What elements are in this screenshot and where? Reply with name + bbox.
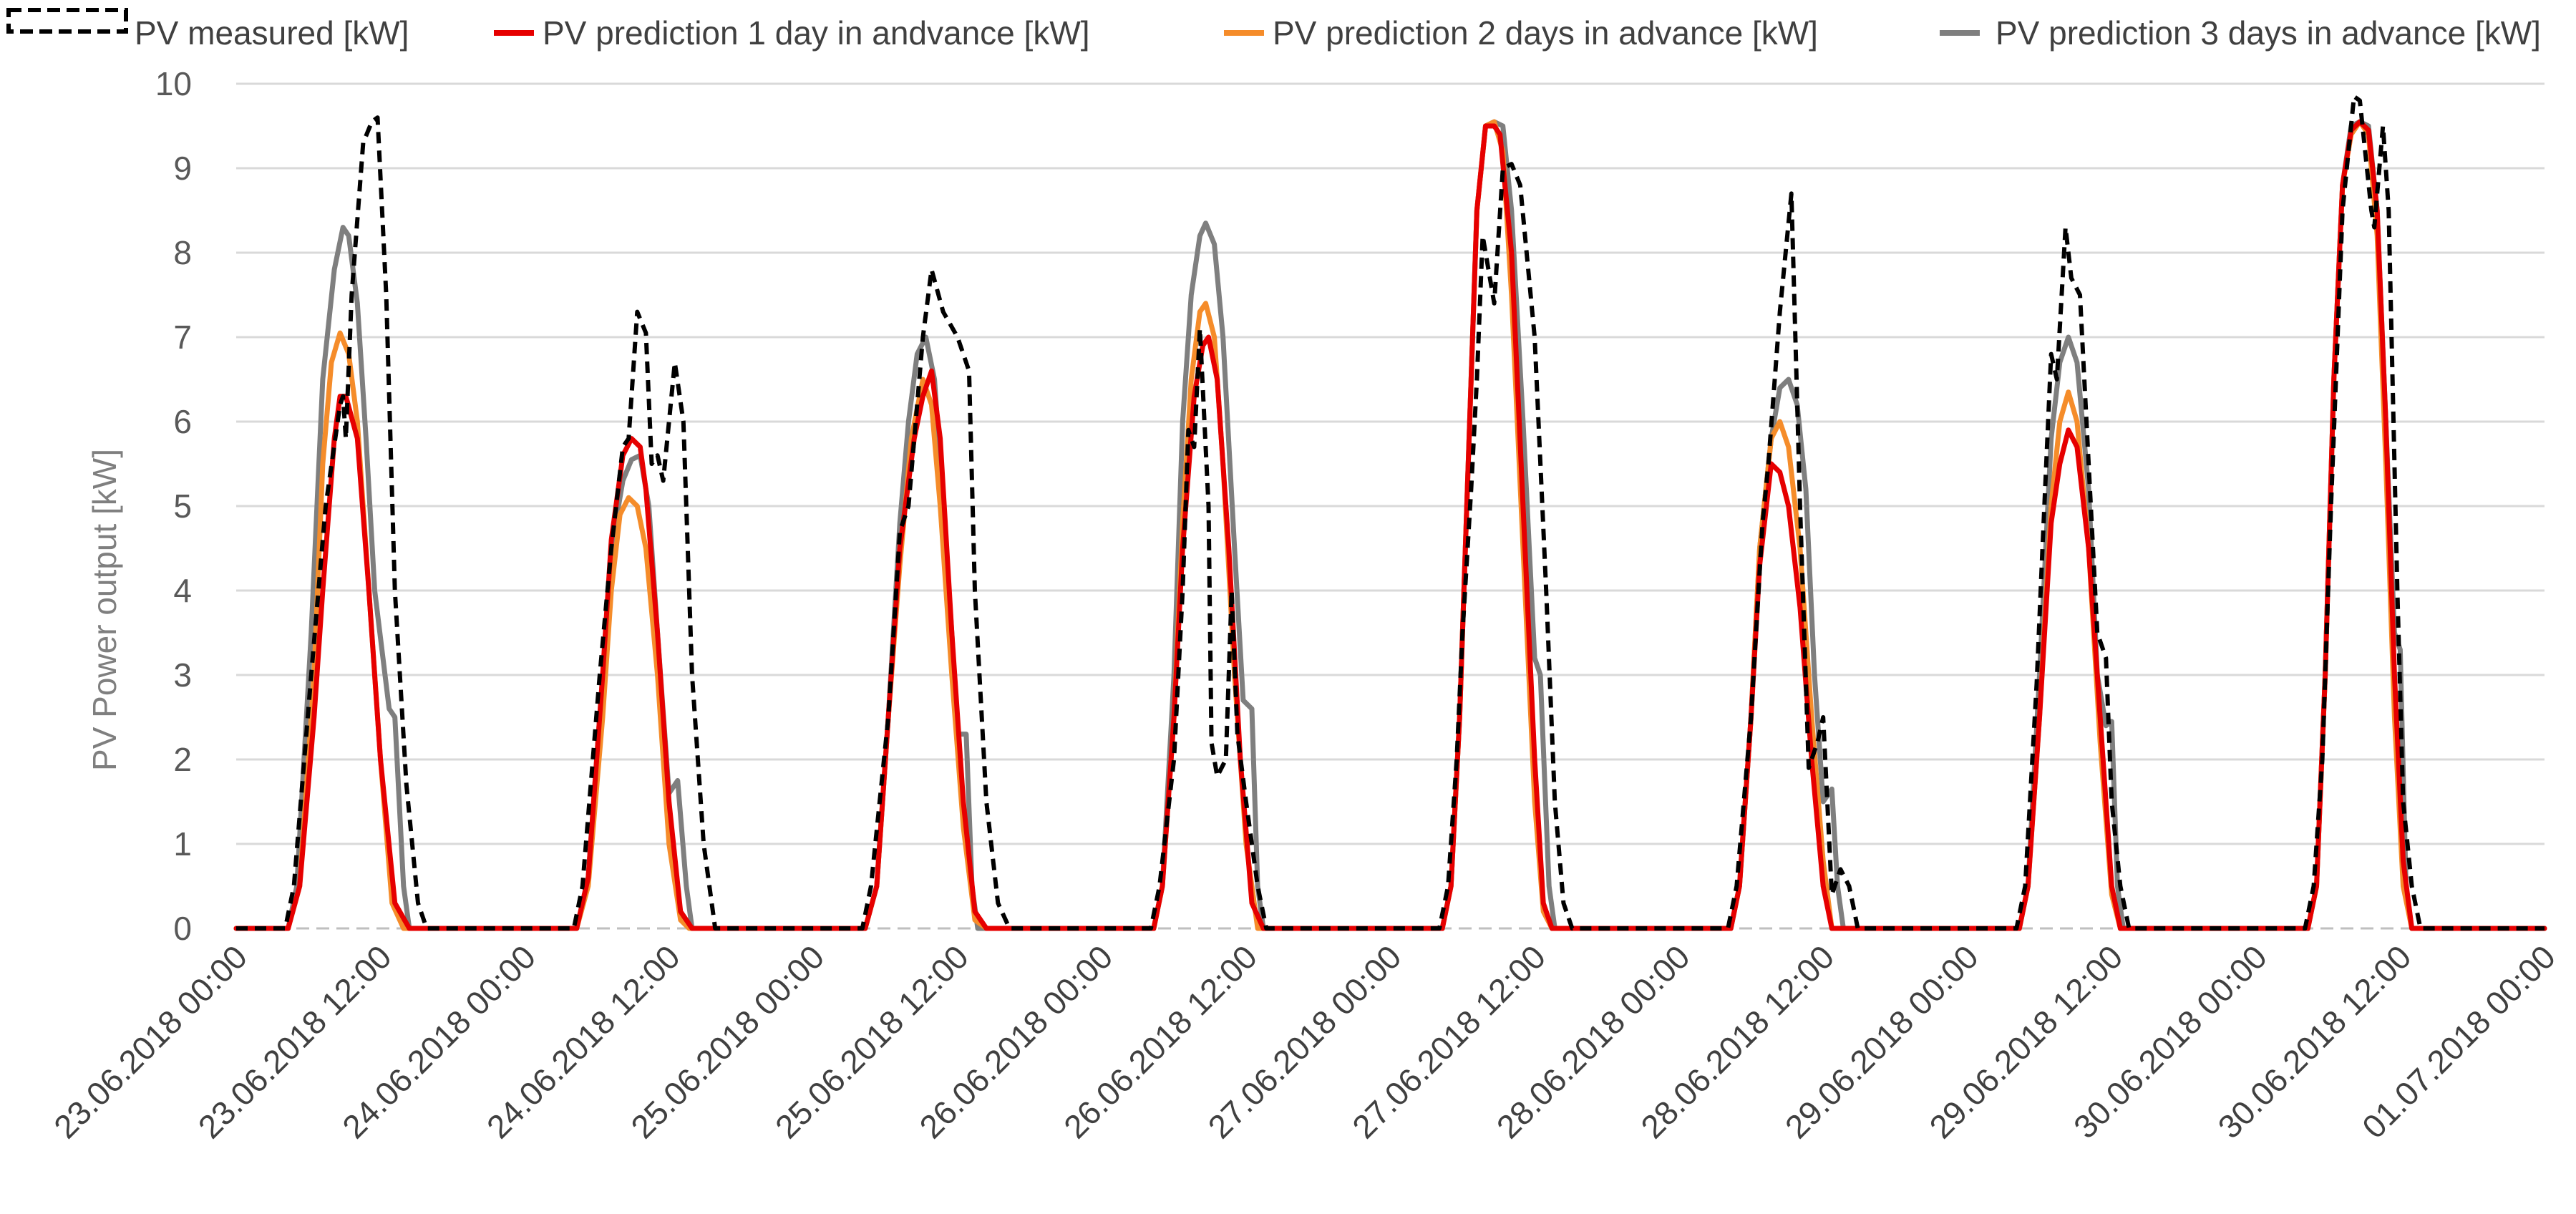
gridlines bbox=[236, 82, 2545, 930]
y-tick-label: 7 bbox=[173, 319, 192, 356]
legend-item-3: PV prediction 2 days in advance [kW] bbox=[1224, 14, 1818, 52]
legend-item-4: PV prediction 3 days in advance [kW] bbox=[1940, 14, 2541, 52]
y-axis-tick-labels: 0 1 2 3 4 5 6 7 8 9 10 bbox=[155, 65, 192, 947]
legend-label: PV prediction 3 days in advance [kW] bbox=[1996, 14, 2541, 52]
y-tick-label: 1 bbox=[173, 825, 192, 863]
legend-swatch-1 bbox=[6, 8, 128, 34]
legend: PV measured [kW] PV prediction 1 day in a… bbox=[6, 8, 2541, 52]
series-line-3 bbox=[233, 119, 2547, 931]
legend-label: PV measured [kW] bbox=[135, 14, 409, 52]
y-tick-label: 3 bbox=[173, 656, 192, 694]
y-tick-label: 4 bbox=[173, 572, 192, 609]
y-axis-label: PV Power output [kW] bbox=[86, 449, 123, 771]
y-tick-label: 5 bbox=[173, 487, 192, 525]
y-tick-label: 8 bbox=[173, 234, 192, 271]
legend-label: PV prediction 1 day in andvance [kW] bbox=[543, 14, 1090, 52]
series-line-1 bbox=[236, 94, 2545, 931]
legend-item-2: PV prediction 1 day in andvance [kW] bbox=[494, 14, 1090, 52]
y-tick-label: 9 bbox=[173, 150, 192, 187]
series-line-2 bbox=[233, 119, 2547, 931]
y-tick-label: 10 bbox=[155, 65, 192, 102]
legend-item-1: PV measured [kW] bbox=[6, 8, 409, 52]
y-tick-label: 6 bbox=[173, 403, 192, 440]
y-tick-label: 0 bbox=[173, 910, 192, 947]
series-lines bbox=[233, 94, 2547, 931]
y-tick-label: 2 bbox=[173, 741, 192, 778]
legend-label: PV prediction 2 days in advance [kW] bbox=[1273, 14, 1818, 52]
series-line-4 bbox=[233, 119, 2547, 931]
